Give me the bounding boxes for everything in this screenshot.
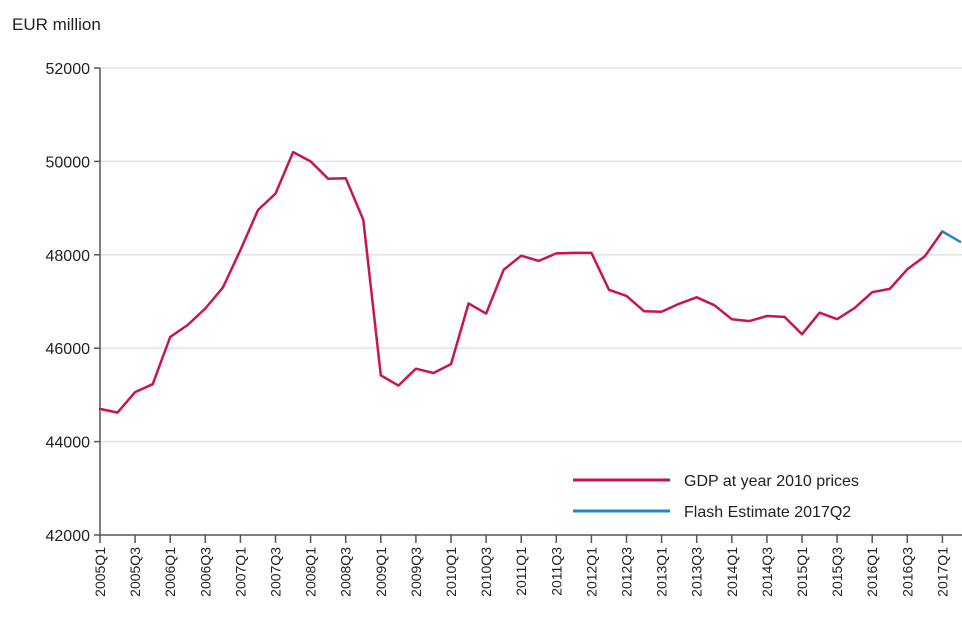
y-tick-label: 46000 <box>46 341 91 358</box>
x-tick-label: 2015Q1 <box>794 547 810 597</box>
x-tick-label: 2010Q1 <box>443 547 459 597</box>
x-tick-label: 2010Q3 <box>478 547 494 597</box>
x-axis-ticks: 2005Q1 2005Q3 2006Q1 2006Q3 2007Q1 2007Q3 2008… <box>92 535 950 597</box>
x-tick-label: 2008Q3 <box>338 547 354 597</box>
x-tick-label: 2008Q1 <box>303 547 319 597</box>
gridlines <box>100 67 962 443</box>
legend: GDP at year 2010 prices Flash Estimate 2… <box>573 473 859 521</box>
legend-label-gdp: GDP at year 2010 prices <box>684 473 859 490</box>
x-tick-label: 2014Q3 <box>759 547 775 597</box>
x-tick-label: 2011Q3 <box>548 547 564 596</box>
x-tick-label: 2005Q3 <box>127 547 143 597</box>
x-tick-label: 2017Q1 <box>934 547 950 597</box>
y-tick-label: 42000 <box>46 528 91 545</box>
x-tick-label: 2012Q3 <box>619 547 635 597</box>
y-tick-label: 52000 <box>46 61 91 78</box>
x-tick-label: 2013Q3 <box>689 547 705 597</box>
y-tick-label: 44000 <box>46 435 91 452</box>
series-line-1 <box>941 230 962 243</box>
x-tick-label: 2007Q3 <box>268 547 284 597</box>
x-tick-label: 2006Q3 <box>197 547 213 597</box>
y-tick-label: 50000 <box>46 154 91 171</box>
x-tick-label: 2016Q3 <box>899 547 915 597</box>
x-tick-label: 2009Q3 <box>408 547 424 597</box>
x-tick-label: 2009Q1 <box>373 547 389 597</box>
y-axis-unit-label: EUR million <box>12 15 101 34</box>
x-tick-label: 2006Q1 <box>162 547 178 597</box>
legend-label-flash-estimate: Flash Estimate 2017Q2 <box>684 504 851 521</box>
x-tick-label: 2015Q3 <box>829 547 845 597</box>
y-axis-ticks: 42000 44000 46000 48000 50000 52000 <box>46 61 100 545</box>
x-tick-label: 2011Q1 <box>513 547 529 596</box>
x-tick-label: 2005Q1 <box>92 547 108 597</box>
series-group <box>98 150 962 414</box>
x-tick-label: 2007Q1 <box>232 547 248 597</box>
x-tick-label: 2016Q1 <box>864 547 880 597</box>
x-tick-label: 2013Q1 <box>654 547 670 597</box>
series-line-0 <box>98 150 944 414</box>
y-tick-label: 48000 <box>46 248 91 265</box>
x-tick-label: 2014Q1 <box>724 547 740 597</box>
x-tick-label: 2012Q1 <box>583 547 599 597</box>
